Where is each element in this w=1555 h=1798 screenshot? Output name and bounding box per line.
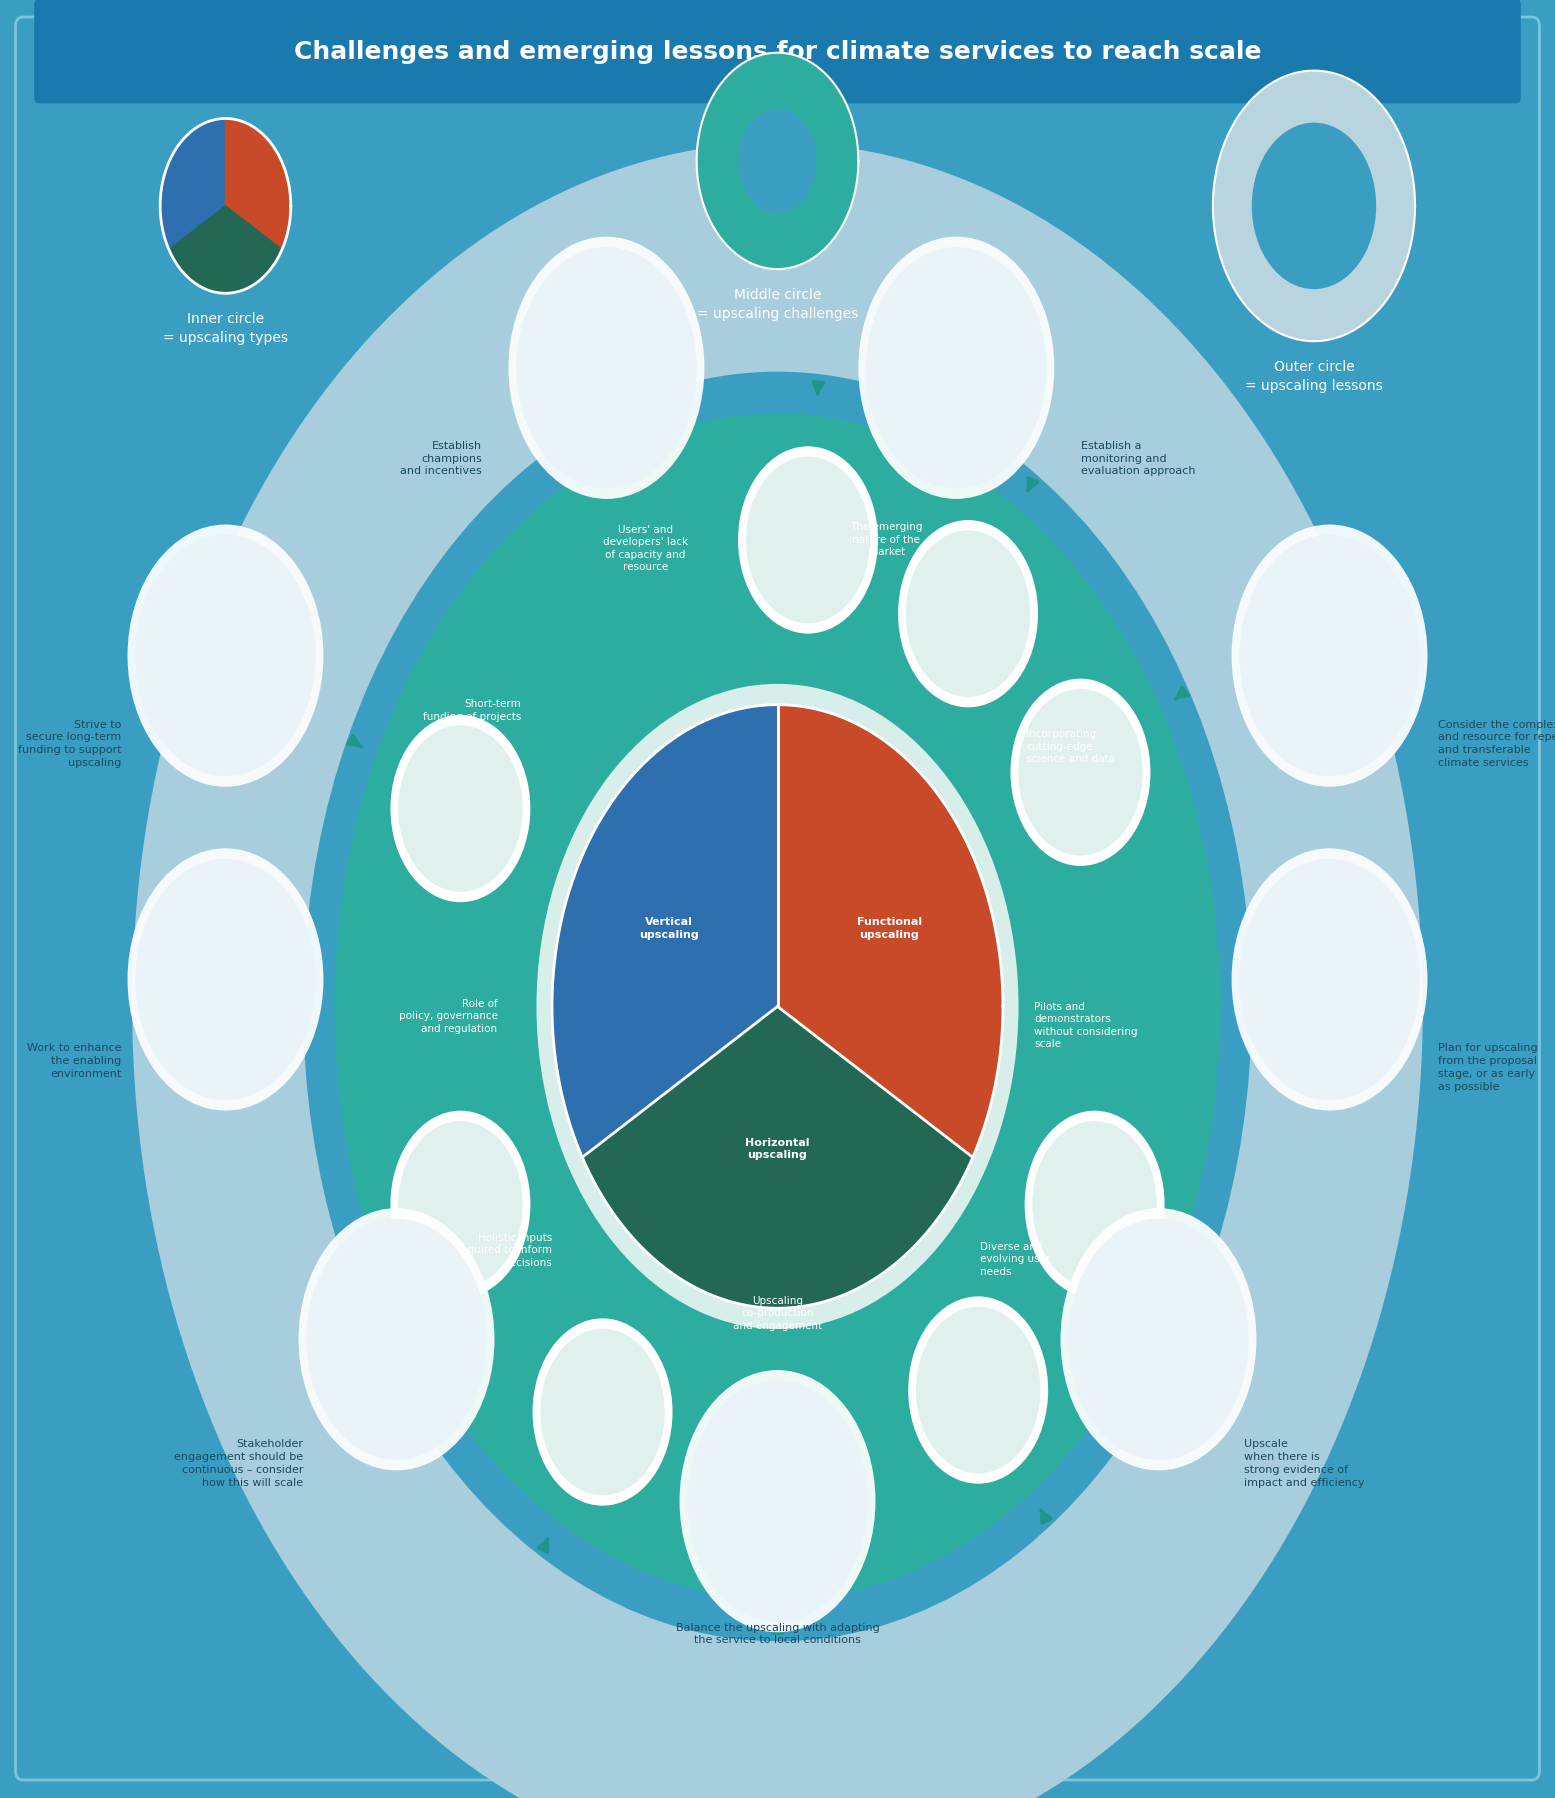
Text: Middle circle
= upscaling challenges: Middle circle = upscaling challenges — [697, 288, 858, 320]
Ellipse shape — [1019, 690, 1143, 856]
Ellipse shape — [128, 525, 323, 788]
Text: Incorporating
cutting-edge
science and data: Incorporating cutting-edge science and d… — [1026, 728, 1115, 764]
Ellipse shape — [708, 1381, 847, 1568]
Polygon shape — [160, 119, 225, 250]
Text: Functional
upscaling: Functional upscaling — [857, 917, 922, 939]
Ellipse shape — [907, 530, 1031, 698]
Text: Short-term
funding of projects: Short-term funding of projects — [423, 699, 521, 721]
Ellipse shape — [858, 237, 1054, 500]
Ellipse shape — [746, 457, 871, 624]
Ellipse shape — [739, 448, 879, 635]
Polygon shape — [552, 705, 778, 1158]
Ellipse shape — [697, 54, 858, 270]
Ellipse shape — [899, 521, 1039, 708]
Ellipse shape — [1025, 1111, 1165, 1298]
Ellipse shape — [1239, 536, 1420, 777]
Ellipse shape — [680, 1370, 875, 1633]
Text: Role of
policy, governance
and regulation: Role of policy, governance and regulatio… — [398, 998, 498, 1034]
Text: Users' and
developers' lack
of capacity and
resource: Users' and developers' lack of capacity … — [603, 525, 687, 572]
Text: Balance the upscaling with adapting
the service to local conditions: Balance the upscaling with adapting the … — [675, 1622, 880, 1645]
Ellipse shape — [508, 237, 704, 500]
Ellipse shape — [516, 248, 697, 489]
Ellipse shape — [398, 1122, 522, 1287]
Text: Outer circle
= upscaling lessons: Outer circle = upscaling lessons — [1246, 360, 1382, 392]
Text: Holistic inputs
required to inform
decisions: Holistic inputs required to inform decis… — [457, 1232, 552, 1268]
Ellipse shape — [135, 859, 316, 1100]
Ellipse shape — [334, 414, 1221, 1600]
Text: Diverse and
evolving user
needs: Diverse and evolving user needs — [980, 1241, 1050, 1277]
Text: Pilots and
demonstrators
without considering
scale: Pilots and demonstrators without conside… — [1034, 1001, 1138, 1048]
Ellipse shape — [135, 536, 316, 777]
Ellipse shape — [390, 1111, 530, 1298]
Ellipse shape — [540, 1329, 666, 1496]
Ellipse shape — [1232, 525, 1427, 788]
Ellipse shape — [1061, 1208, 1256, 1471]
Text: Strive to
secure long-term
funding to support
upscaling: Strive to secure long-term funding to su… — [17, 719, 121, 768]
Text: Upscale
when there is
strong evidence of
impact and efficiency: Upscale when there is strong evidence of… — [1244, 1438, 1364, 1487]
Ellipse shape — [1239, 859, 1420, 1100]
Ellipse shape — [128, 849, 323, 1111]
Polygon shape — [778, 705, 1003, 1158]
Text: Challenges and emerging lessons for climate services to reach scale: Challenges and emerging lessons for clim… — [294, 40, 1261, 65]
Text: Stakeholder
engagement should be
continuous – consider
how this will scale: Stakeholder engagement should be continu… — [174, 1438, 303, 1487]
Polygon shape — [582, 1007, 973, 1309]
Text: Plan for upscaling
from the proposal
stage, or as early
as possible: Plan for upscaling from the proposal sta… — [1438, 1043, 1538, 1091]
Ellipse shape — [1213, 72, 1415, 342]
Ellipse shape — [739, 110, 816, 214]
Ellipse shape — [536, 685, 1019, 1329]
FancyBboxPatch shape — [16, 18, 1539, 1780]
Ellipse shape — [299, 1208, 494, 1471]
Ellipse shape — [390, 716, 530, 903]
Polygon shape — [225, 119, 291, 250]
FancyBboxPatch shape — [34, 0, 1521, 104]
Text: Establish a
monitoring and
evaluation approach: Establish a monitoring and evaluation ap… — [1081, 441, 1196, 476]
Text: Horizontal
upscaling: Horizontal upscaling — [745, 1136, 810, 1160]
Text: Vertical
upscaling: Vertical upscaling — [639, 917, 698, 939]
Ellipse shape — [1033, 1122, 1157, 1287]
Ellipse shape — [1011, 680, 1151, 867]
Ellipse shape — [532, 1318, 672, 1505]
Ellipse shape — [398, 726, 522, 892]
Ellipse shape — [132, 144, 1423, 1798]
Ellipse shape — [1232, 849, 1427, 1111]
Ellipse shape — [303, 372, 1252, 1642]
Ellipse shape — [687, 1381, 868, 1622]
Ellipse shape — [715, 1392, 840, 1559]
Text: Consider the complexity
and resource for repeatable
and transferable
climate ser: Consider the complexity and resource for… — [1438, 719, 1555, 768]
Text: The emerging
nature of the
market: The emerging nature of the market — [851, 521, 922, 557]
Ellipse shape — [1068, 1219, 1249, 1460]
Ellipse shape — [1252, 124, 1376, 289]
Ellipse shape — [866, 248, 1047, 489]
Text: Inner circle
= upscaling types: Inner circle = upscaling types — [163, 313, 288, 345]
Polygon shape — [169, 207, 281, 295]
Text: Establish
champions
and incentives: Establish champions and incentives — [400, 441, 482, 476]
Ellipse shape — [908, 1296, 1048, 1483]
Ellipse shape — [306, 1219, 487, 1460]
Text: Upscaling
co-production
and engagement: Upscaling co-production and engagement — [732, 1295, 823, 1331]
Text: Work to enhance
the enabling
environment: Work to enhance the enabling environment — [26, 1043, 121, 1079]
Ellipse shape — [916, 1307, 1040, 1474]
